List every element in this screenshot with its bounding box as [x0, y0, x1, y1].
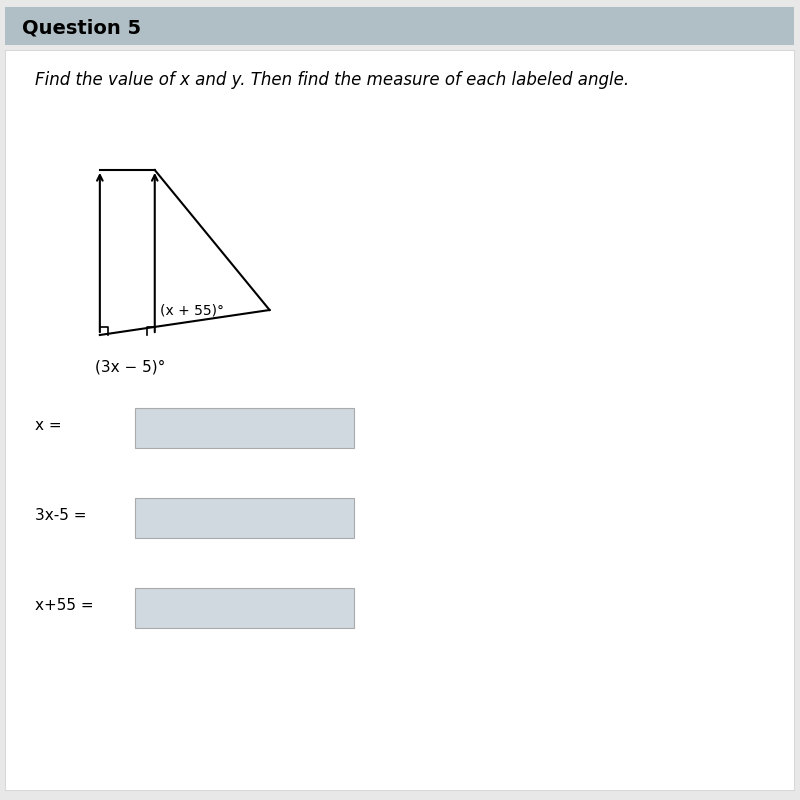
Text: Question 5: Question 5	[22, 18, 141, 38]
Text: 3x-5 =: 3x-5 =	[35, 507, 86, 522]
FancyBboxPatch shape	[134, 498, 354, 538]
Text: (x + 55)°: (x + 55)°	[160, 303, 224, 317]
Text: Find the value of x and y. Then find the measure of each labeled angle.: Find the value of x and y. Then find the…	[35, 71, 629, 89]
FancyBboxPatch shape	[5, 50, 794, 790]
FancyBboxPatch shape	[134, 408, 354, 448]
FancyBboxPatch shape	[5, 7, 794, 45]
Text: x =: x =	[35, 418, 62, 433]
Text: x+55 =: x+55 =	[35, 598, 94, 613]
FancyBboxPatch shape	[134, 588, 354, 628]
Text: (3x − 5)°: (3x − 5)°	[95, 360, 166, 375]
